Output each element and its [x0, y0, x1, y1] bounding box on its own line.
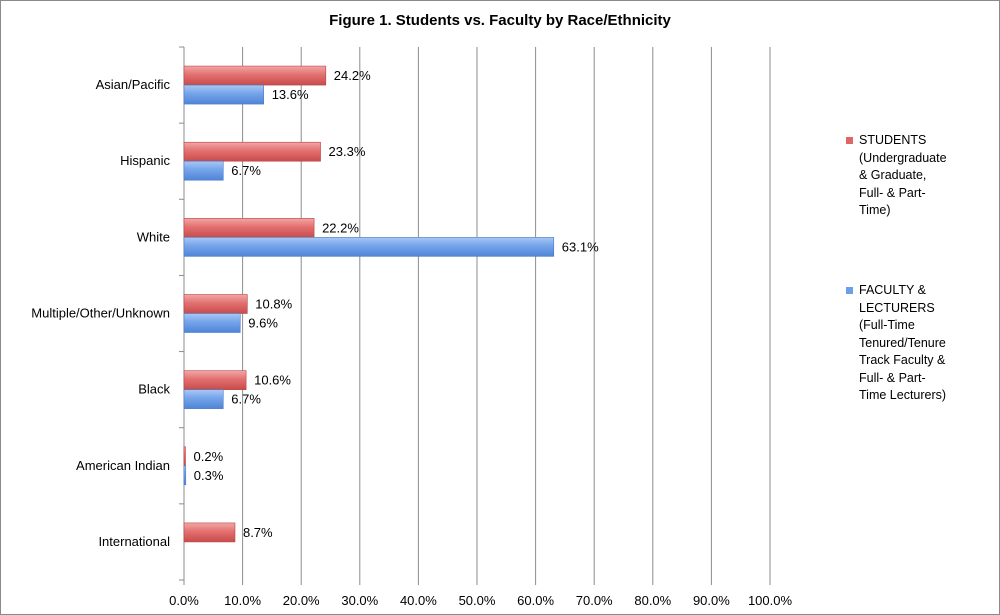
- data-label-students-international: 8.7%: [243, 525, 273, 540]
- data-label-students-hispanic: 23.3%: [329, 144, 366, 159]
- x-tick-label: 30.0%: [341, 593, 378, 608]
- category-label-american-indian: American Indian: [76, 458, 170, 473]
- x-tick-label: 90.0%: [693, 593, 730, 608]
- legend-label-faculty: FACULTY & LECTURERS (Full-Time Tenured/T…: [859, 283, 947, 402]
- data-label-faculty-multiple-other-unknown: 9.6%: [248, 316, 278, 331]
- bar-faculty-black: [183, 389, 224, 409]
- bar-students-multiple-other-unknown: [183, 294, 248, 314]
- x-tick-label: 10.0%: [224, 593, 261, 608]
- bars: [183, 65, 555, 543]
- bar-faculty-white: [183, 237, 555, 257]
- data-label-faculty-white: 63.1%: [562, 239, 599, 254]
- category-label-multiple-other-unknown: Multiple/Other/Unknown: [31, 306, 170, 321]
- legend-swatch-students: [846, 137, 853, 144]
- bar-faculty-american-indian: [183, 465, 187, 486]
- data-label-students-black: 10.6%: [254, 373, 291, 388]
- data-label-students-multiple-other-unknown: 10.8%: [255, 297, 292, 312]
- data-label-faculty-hispanic: 6.7%: [231, 163, 261, 178]
- x-tick-label: 80.0%: [634, 593, 671, 608]
- axes: 0.0% 10.0% 20.0% 30.0% 40.0% 50.0% 60.0% 70.0% 8…: [31, 46, 793, 608]
- bar-students-black: [183, 370, 247, 390]
- data-label-faculty-black: 6.7%: [231, 392, 261, 407]
- data-labels: 24.2% 23.3% 22.2% 10.8% 10.6% 0.2% 8.7% 13.6% 6.…: [194, 68, 600, 540]
- data-label-students-asian-pacific: 24.2%: [334, 68, 371, 83]
- x-tick-label: 0.0%: [169, 593, 199, 608]
- bar-faculty-hispanic: [183, 160, 224, 181]
- category-label-international: International: [98, 534, 170, 549]
- x-tick-label: 20.0%: [283, 593, 320, 608]
- bar-students-american-indian: [183, 446, 186, 467]
- chart-title: Figure 1. Students vs. Faculty by Race/E…: [329, 12, 671, 29]
- x-tick-label: 40.0%: [400, 593, 437, 608]
- x-tick-label: 70.0%: [576, 593, 613, 608]
- legend-item-faculty: FACULTY & LECTURERS (Full-Time Tenured/T…: [846, 282, 986, 405]
- legend-label-students: STUDENTS (Undergraduate & Graduate, Full…: [859, 133, 947, 217]
- data-label-faculty-american-indian: 0.3%: [194, 468, 224, 483]
- x-tick-label: 60.0%: [517, 593, 554, 608]
- gridlines: [242, 47, 771, 580]
- bar-students-asian-pacific: [183, 65, 327, 86]
- bar-students-hispanic: [183, 141, 321, 162]
- category-label-asian-pacific: Asian/Pacific: [96, 77, 171, 92]
- bar-faculty-multiple-other-unknown: [183, 313, 241, 333]
- bar-students-international: [183, 522, 236, 543]
- data-label-students-white: 22.2%: [322, 220, 359, 235]
- data-label-faculty-asian-pacific: 13.6%: [272, 87, 309, 102]
- category-label-black: Black: [138, 382, 170, 397]
- legend-item-students: STUDENTS (Undergraduate & Graduate, Full…: [846, 132, 986, 220]
- legend-swatch-faculty: [846, 287, 853, 294]
- category-label-white: White: [137, 229, 170, 244]
- bar-students-white: [183, 218, 315, 238]
- data-label-students-american-indian: 0.2%: [194, 449, 224, 464]
- bar-faculty-asian-pacific: [183, 84, 264, 105]
- x-tick-label: 50.0%: [459, 593, 496, 608]
- x-tick-label: 100.0%: [748, 593, 793, 608]
- category-label-hispanic: Hispanic: [120, 153, 170, 168]
